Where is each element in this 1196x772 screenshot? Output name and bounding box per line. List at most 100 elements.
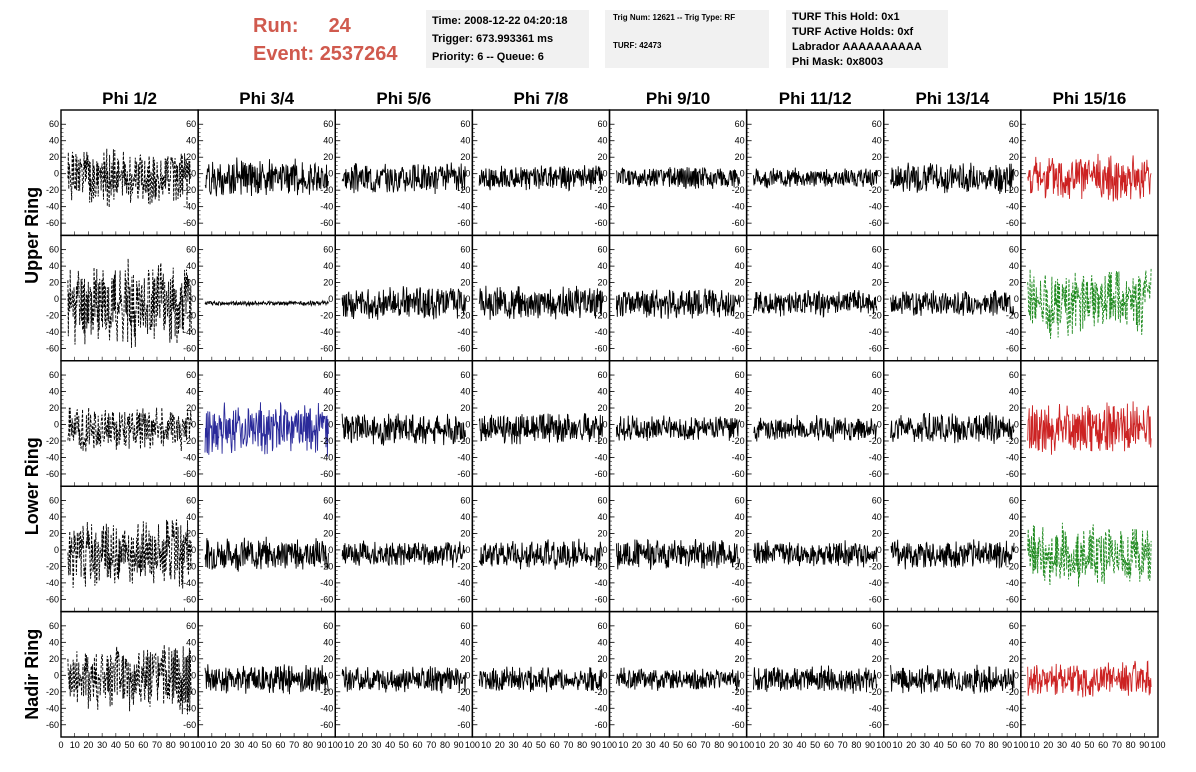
y-tick-label: 60 (872, 495, 882, 505)
x-tick-label: 70 (1112, 740, 1122, 750)
y-tick-label: 60 (49, 621, 59, 631)
y-tick-label: 0 (740, 545, 745, 555)
waveform-trace (615, 667, 741, 692)
y-tick-label: 0 (465, 420, 470, 430)
y-tick-label: 40 (49, 261, 59, 271)
x-tick-label: 80 (851, 740, 861, 750)
y-tick-label: -40 (732, 202, 745, 212)
y-tick-label: -40 (1006, 202, 1019, 212)
x-tick-label: 50 (1084, 740, 1094, 750)
y-tick-label: -60 (183, 218, 196, 228)
y-tick-label: 20 (597, 403, 607, 413)
y-tick-label: 20 (597, 654, 607, 664)
y-tick-label: 40 (872, 136, 882, 146)
waveform-trace (204, 299, 329, 308)
y-tick-label: 0 (191, 545, 196, 555)
y-tick-label: -60 (457, 469, 470, 479)
turf-info-box: TURF This Hold: 0x1 TURF Active Holds: 0… (786, 10, 948, 68)
y-tick-label: 60 (1009, 370, 1019, 380)
y-tick-label: 20 (49, 278, 59, 288)
y-tick-label: -60 (869, 720, 882, 730)
x-tick-label: 60 (138, 740, 148, 750)
waveform-panel: -60 -40 -20 0 20 40 60 (457, 610, 611, 738)
y-tick-label: 60 (323, 370, 333, 380)
y-tick-label: 0 (602, 294, 607, 304)
y-tick-label: 20 (186, 528, 196, 538)
y-tick-label: 20 (49, 152, 59, 162)
x-tick-label: 70 (426, 740, 436, 750)
y-tick-label: 40 (323, 387, 333, 397)
y-tick-label: 20 (735, 528, 745, 538)
y-tick-label: 60 (1009, 495, 1019, 505)
y-tick-label: -20 (46, 311, 59, 321)
y-tick-label: -60 (183, 594, 196, 604)
y-tick-label: 0 (740, 670, 745, 680)
x-tick-label: 90 (728, 740, 738, 750)
waveform-panel: -60 -40 -20 0 20 40 60 (869, 109, 1022, 237)
y-tick-label: -40 (457, 327, 470, 337)
y-tick-label: 20 (735, 403, 745, 413)
x-tick-label: 30 (234, 740, 244, 750)
x-tick-label: 20 (632, 740, 642, 750)
y-tick-label: 20 (460, 403, 470, 413)
waveform-trace (890, 162, 1015, 195)
waveform-trace (890, 539, 1015, 570)
y-tick-label: -20 (869, 436, 882, 446)
y-tick-label: -40 (183, 703, 196, 713)
y-tick-label: -20 (183, 311, 196, 321)
x-tick-label: 10 (481, 740, 491, 750)
y-tick-label: -40 (46, 202, 59, 212)
waveform-panel: -60 -40 -20 0 20 40 60 (183, 109, 336, 237)
y-tick-label: 40 (735, 512, 745, 522)
x-tick-label: 60 (961, 740, 971, 750)
waveform-trace (204, 157, 329, 197)
y-tick-label: -60 (183, 469, 196, 479)
x-tick-label: 90 (1139, 740, 1149, 750)
x-tick-label: 60 (275, 740, 285, 750)
trig-info-box: Trig Num: 12621 -- Trig Type: RF TURF: 4… (605, 10, 769, 68)
y-tick-label: 60 (460, 495, 470, 505)
y-tick-label: 40 (872, 261, 882, 271)
y-tick-label: -60 (457, 720, 470, 730)
x-tick-label: 20 (1043, 740, 1053, 750)
y-tick-label: -20 (320, 687, 333, 697)
y-tick-label: 60 (1009, 119, 1019, 129)
y-tick-label: -40 (732, 703, 745, 713)
y-tick-label: -40 (320, 327, 333, 337)
y-tick-label: -40 (869, 327, 882, 337)
y-tick-label: -40 (594, 703, 607, 713)
y-tick-label: 40 (735, 136, 745, 146)
y-tick-label: -40 (1006, 703, 1019, 713)
y-tick-label: 60 (49, 370, 59, 380)
y-tick-label: -20 (594, 436, 607, 446)
y-tick-label: 40 (460, 387, 470, 397)
trig-num-text: Trig Num: 12621 -- Trig Type: RF (613, 13, 736, 22)
y-tick-label: -40 (183, 202, 196, 212)
y-tick-label: -40 (46, 452, 59, 462)
column-title: Phi 5/6 (376, 89, 431, 108)
x-tick-label: 70 (975, 740, 985, 750)
y-tick-label: -60 (320, 469, 333, 479)
y-tick-label: -40 (457, 578, 470, 588)
y-tick-label: -20 (594, 311, 607, 321)
y-tick-label: 0 (602, 169, 607, 179)
x-tick-label: 20 (221, 740, 231, 750)
y-tick-label: -20 (732, 561, 745, 571)
y-tick-label: 0 (328, 420, 333, 430)
ring-label: Nadir Ring (22, 629, 42, 720)
column-title: Phi 7/8 (514, 89, 569, 108)
x-tick-label: 90 (591, 740, 601, 750)
x-tick-label: 30 (1057, 740, 1067, 750)
y-tick-label: -40 (320, 202, 333, 212)
y-tick-label: 60 (597, 119, 607, 129)
y-tick-label: 60 (597, 370, 607, 380)
y-tick-label: 20 (872, 403, 882, 413)
y-tick-label: -40 (732, 578, 745, 588)
waveform-panel: -60 -40 -20 0 20 40 60 (1006, 485, 1159, 613)
y-tick-label: 0 (328, 670, 333, 680)
x-tick-label: 10 (70, 740, 80, 750)
y-tick-label: 60 (460, 119, 470, 129)
waveform-panel: -60 -40 -20 0 20 40 60 (732, 109, 885, 237)
y-tick-label: -60 (594, 594, 607, 604)
y-tick-label: 60 (872, 245, 882, 255)
